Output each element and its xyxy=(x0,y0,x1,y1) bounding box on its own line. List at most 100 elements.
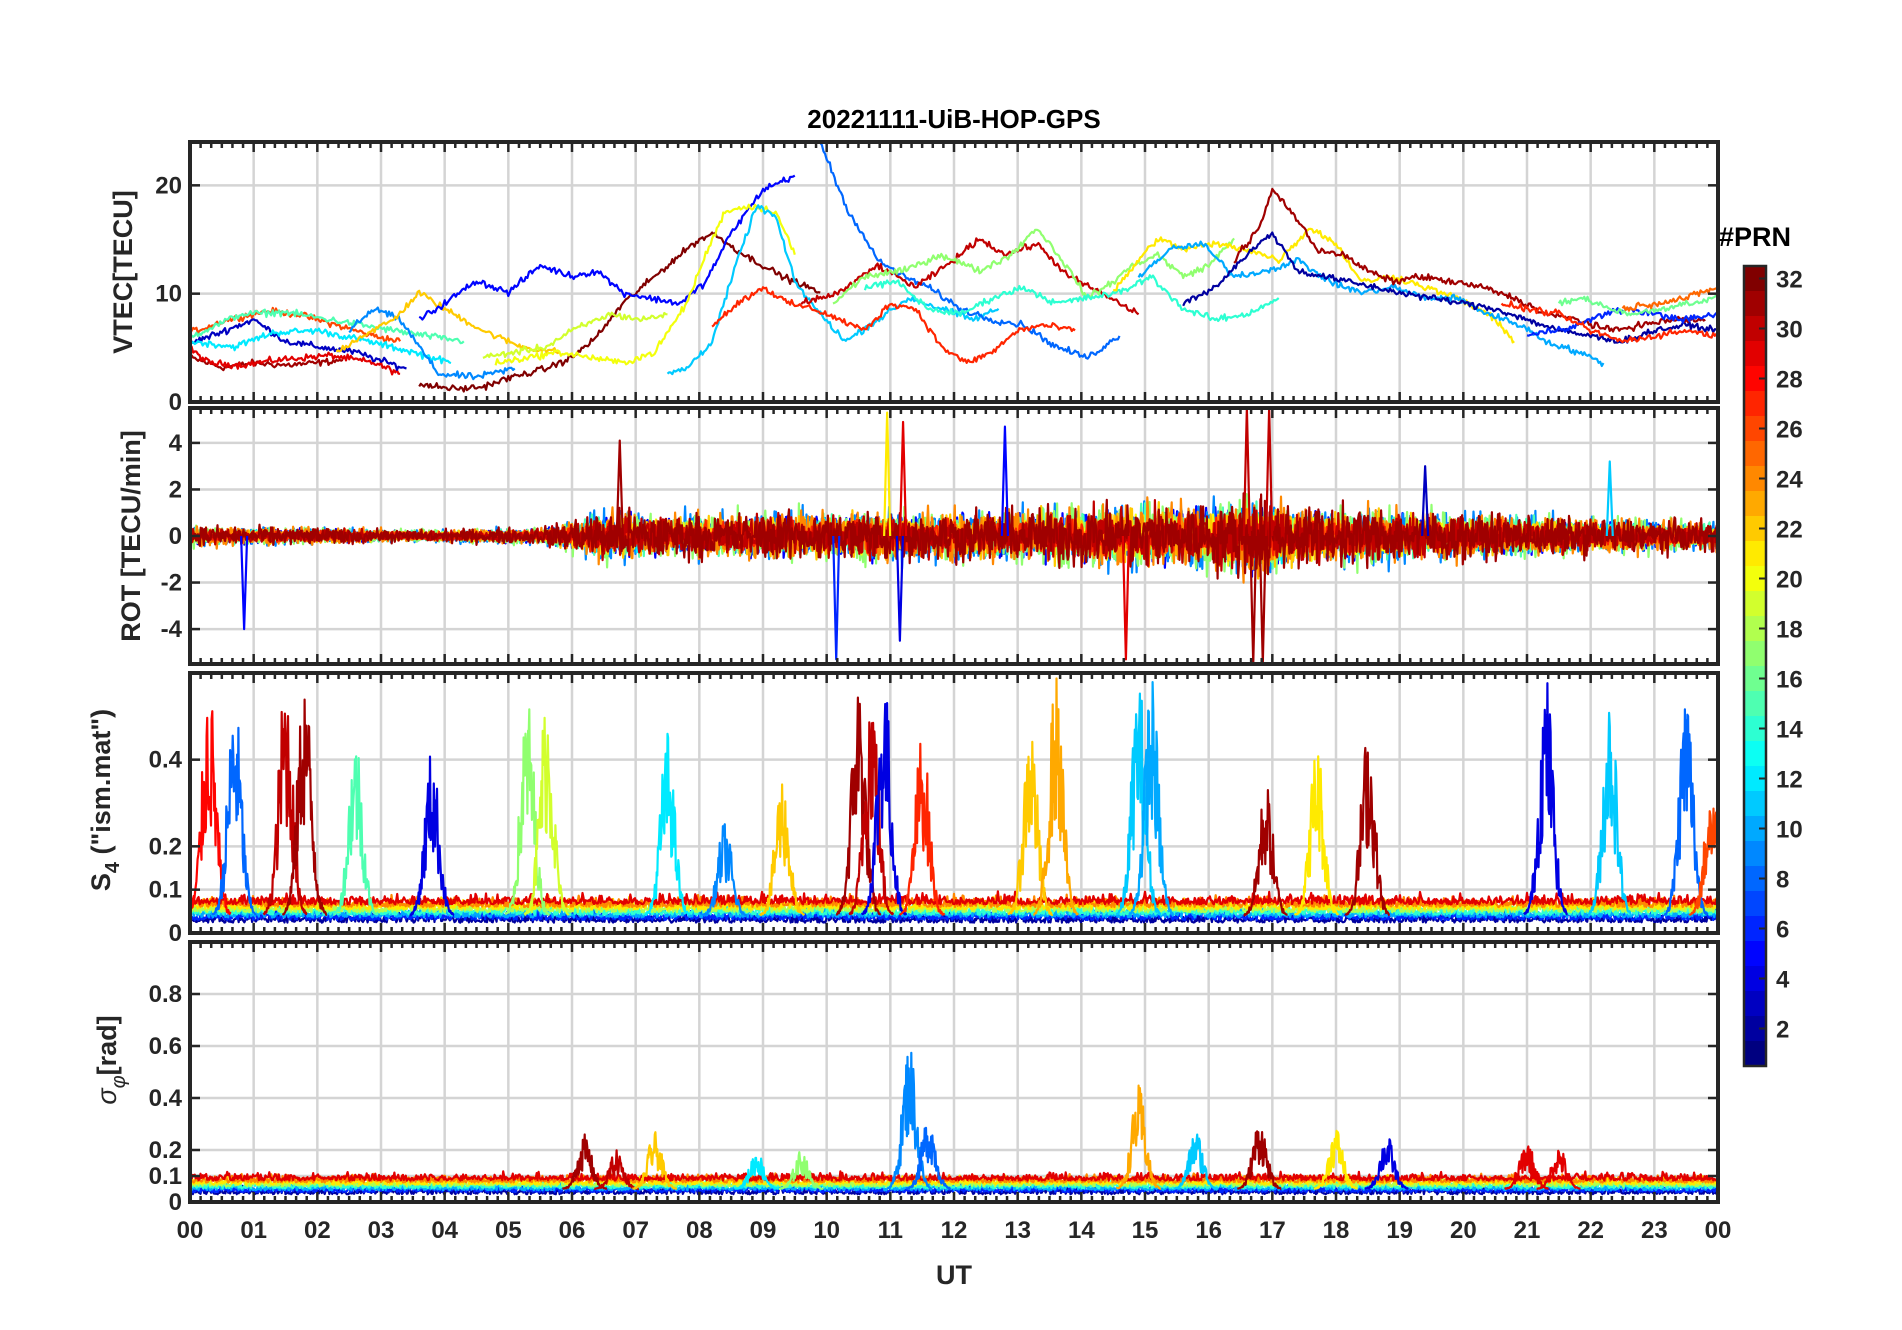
colorbar-band xyxy=(1744,841,1766,867)
rot-spike xyxy=(1265,408,1274,537)
s4-burst-line xyxy=(1344,746,1391,916)
colorbar-tick-label: 8 xyxy=(1776,867,1789,894)
colorbar-tick-label: 24 xyxy=(1776,467,1803,494)
s4-burst-line xyxy=(644,732,691,917)
colorbar-tick-label: 18 xyxy=(1776,617,1803,644)
colorbar-bands xyxy=(1744,266,1766,1067)
rot-spike xyxy=(1000,425,1010,537)
sigma_phi-burst-line xyxy=(733,1156,780,1190)
colorbar-band xyxy=(1744,891,1766,917)
y-tick-label: 0.2 xyxy=(149,1137,182,1164)
colorbar-band xyxy=(1744,716,1766,742)
x-tick-label: 03 xyxy=(368,1217,395,1244)
rot-spike xyxy=(883,411,892,537)
s4-burst-line xyxy=(1586,711,1632,916)
y-tick-label: 0 xyxy=(169,920,182,947)
x-tick-label: 14 xyxy=(1068,1217,1095,1244)
x-tick-label: 19 xyxy=(1386,1217,1413,1244)
x-tick-label: 02 xyxy=(304,1217,331,1244)
s4-baseline-line xyxy=(190,890,1718,906)
colorbar-band xyxy=(1744,341,1766,367)
s4-ticks xyxy=(188,673,1720,935)
colorbar-band xyxy=(1744,991,1766,1017)
colorbar: 32 30 28 26 24 22 20 18 16 14 12 10 8 6 4 2 #PRN xyxy=(1719,222,1803,1068)
s4-burst-line xyxy=(758,783,806,917)
rot-panel: -4 -2 0 2 4 ROT [TECU/min] xyxy=(116,406,1720,666)
s4-burst-line xyxy=(898,742,946,916)
vtec-series-line xyxy=(1500,300,1718,344)
colorbar-band xyxy=(1744,666,1766,692)
sigma_phi-burst-line xyxy=(905,1126,952,1190)
colorbar-tick-label: 30 xyxy=(1776,317,1803,344)
vtec-series-line xyxy=(1182,231,1718,344)
colorbar-tick-label: 14 xyxy=(1776,717,1803,744)
rot-spike xyxy=(1121,535,1130,661)
colorbar-band xyxy=(1744,266,1766,292)
vtec-series-line xyxy=(1137,240,1605,368)
y-tick-label: 0.8 xyxy=(149,981,182,1008)
sigma_phi-burst-line xyxy=(593,1149,640,1191)
s4-burst-line xyxy=(1007,740,1054,917)
vtec-ticks xyxy=(188,142,1720,404)
x-tick-label: 16 xyxy=(1195,1217,1222,1244)
vtec-series-line xyxy=(666,204,1000,376)
sigma_phi-burst-line xyxy=(778,1151,824,1191)
colorbar-band xyxy=(1744,591,1766,617)
y-tick-label: 0 xyxy=(169,523,182,550)
vtec-series-line xyxy=(190,308,465,345)
y-tick-label: 20 xyxy=(155,172,182,199)
colorbar-tick-label: 16 xyxy=(1776,667,1803,694)
colorbar-band xyxy=(1744,691,1766,717)
rot-spike xyxy=(1421,465,1430,537)
x-tick-label: 15 xyxy=(1132,1217,1159,1244)
colorbar-band xyxy=(1744,916,1766,942)
s4-burst-line xyxy=(1032,677,1080,916)
colorbar-band xyxy=(1744,566,1766,592)
colorbar-band xyxy=(1744,791,1766,817)
x-tick-label: 06 xyxy=(559,1217,586,1244)
colorbar-tick-label: 20 xyxy=(1776,567,1803,594)
y-tick-label: 0.4 xyxy=(149,747,183,774)
s4-burst-line xyxy=(860,701,908,916)
colorbar-band xyxy=(1744,966,1766,992)
vtec-series-line xyxy=(482,311,668,359)
y-tick-label: -4 xyxy=(161,616,183,643)
y-tick-label: 0 xyxy=(169,389,182,416)
vtec-series-line xyxy=(819,142,1121,360)
vtec-series-line xyxy=(832,228,1235,305)
rot-spike xyxy=(1249,535,1258,664)
sigma_phi-burst-line xyxy=(1313,1129,1359,1190)
colorbar-band xyxy=(1744,641,1766,667)
rot-spike xyxy=(1258,535,1267,664)
colorbar-band xyxy=(1744,616,1766,642)
colorbar-tick-label: 4 xyxy=(1776,967,1790,994)
y-tick-label: 0.2 xyxy=(149,833,182,860)
rot-spike xyxy=(1242,408,1251,537)
colorbar-title: #PRN xyxy=(1719,222,1791,252)
colorbar-band xyxy=(1744,866,1766,892)
vtec-series-line xyxy=(1233,187,1706,333)
vtec-series-line xyxy=(418,231,821,393)
s4-burst-line xyxy=(262,710,308,916)
s4-burst-line xyxy=(848,721,895,916)
y-tick-label: 2 xyxy=(169,476,182,503)
x-tick-label: 23 xyxy=(1641,1217,1668,1244)
x-tick-label: 11 xyxy=(878,1217,903,1244)
vtec-series-line xyxy=(190,354,344,372)
s4-burst-line xyxy=(1128,680,1175,916)
rot-spike xyxy=(895,535,904,642)
y-tick-label: 0 xyxy=(169,1189,182,1216)
colorbar-tick-label: 22 xyxy=(1776,517,1803,544)
y-tick-label: 0.6 xyxy=(149,1033,182,1060)
vtec-series-line xyxy=(1557,294,1718,317)
sigma-phi-ylabel: σφ[rad] xyxy=(92,1015,130,1104)
colorbar-band xyxy=(1744,941,1766,967)
x-tick-label: 12 xyxy=(941,1217,968,1244)
y-tick-label: 0.1 xyxy=(149,1163,182,1190)
vtec-series-line xyxy=(418,174,796,321)
vtec-series-line xyxy=(190,318,407,371)
sigma_phi-burst-line xyxy=(1364,1138,1410,1190)
vtec-series-line xyxy=(190,345,401,376)
vtec-series-line xyxy=(348,306,516,381)
